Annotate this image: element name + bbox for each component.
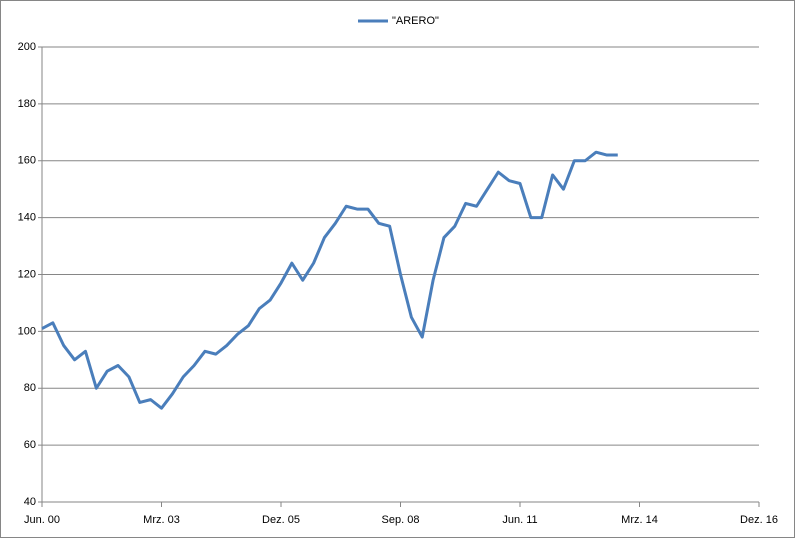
y-tick-label: 180 [18, 98, 36, 110]
y-tick-label: 80 [24, 382, 36, 394]
y-tick-label: 100 [18, 325, 36, 337]
x-tick-label: Mrz. 14 [621, 514, 658, 526]
y-tick-label: 60 [24, 439, 36, 451]
y-tick-label: 160 [18, 155, 36, 167]
x-tick-label: Dez. 05 [262, 514, 300, 526]
x-tick-label: Jun. 11 [502, 514, 537, 526]
x-tick-label: Mrz. 03 [143, 514, 180, 526]
x-tick-label: Dez. 16 [740, 514, 778, 526]
x-tick-label: Sep. 08 [382, 514, 420, 526]
y-tick-label: 200 [18, 41, 36, 53]
y-tick-label: 40 [24, 496, 36, 508]
legend-label: "ARERO" [392, 15, 439, 27]
y-tick-label: 140 [18, 212, 36, 224]
series-line [41, 150, 618, 410]
x-tick-label: Jun. 00 [24, 514, 60, 526]
y-tick-label: 120 [18, 268, 36, 280]
